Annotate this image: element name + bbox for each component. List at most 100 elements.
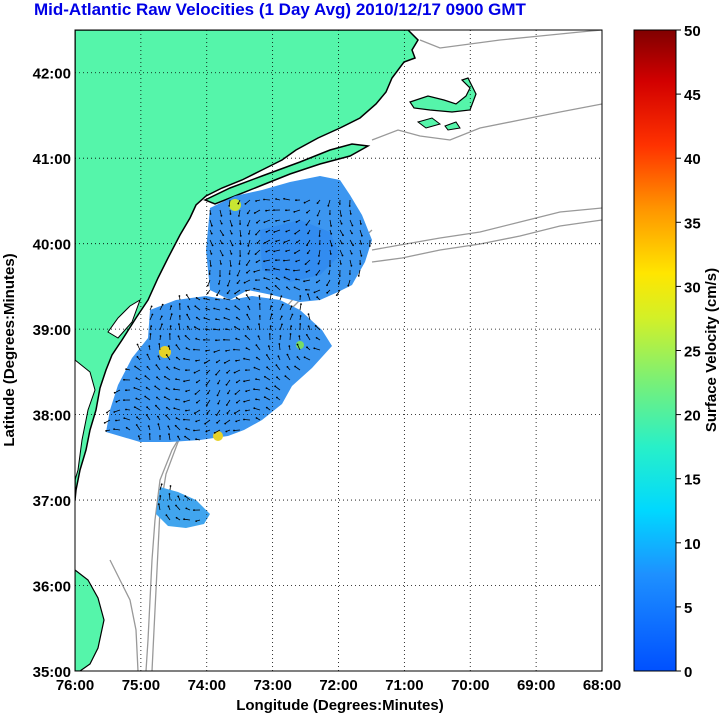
velocity-vector (284, 239, 291, 243)
vector-head (223, 362, 226, 364)
vector-head (263, 221, 266, 224)
vector-head (303, 356, 306, 359)
velocity-vector (254, 269, 261, 273)
vector-head (220, 222, 223, 225)
vector-head (168, 433, 170, 435)
velocity-vector (166, 514, 171, 521)
vector-head (144, 375, 147, 378)
vector-head (239, 223, 242, 225)
vector-head (274, 285, 277, 287)
vector-head (150, 305, 153, 308)
vector-head (329, 213, 331, 215)
vector-head (147, 425, 150, 428)
vector-head (223, 338, 225, 341)
vector-head (255, 344, 258, 347)
vector-head (157, 423, 160, 426)
vector-head (216, 294, 218, 297)
grid-lines (75, 30, 602, 671)
vector-head (304, 263, 307, 265)
vector-head (185, 409, 187, 412)
vector-head (254, 253, 257, 256)
vector-head (136, 356, 139, 358)
velocity-vector (294, 366, 301, 371)
velocity-vector (137, 344, 141, 351)
vector-head (226, 284, 229, 287)
vector-head (148, 433, 151, 435)
vector-head (220, 263, 222, 265)
vector-head (255, 233, 257, 236)
velocity-vector (279, 324, 283, 331)
vector-head (316, 202, 319, 205)
vector-head (135, 397, 138, 400)
lat-tick-label: 39:00 (33, 322, 71, 339)
velocity-vector (304, 199, 311, 204)
vector-head (245, 390, 248, 393)
vector-head (265, 250, 268, 253)
vector-head (228, 273, 231, 275)
vector-head (195, 520, 198, 522)
vector-head (294, 252, 296, 255)
vector-head (279, 335, 282, 337)
vector-head (300, 303, 302, 305)
vector-head (210, 252, 213, 255)
vector-head (256, 242, 259, 244)
chart-title: Mid-Atlantic Raw Velocities (1 Day Avg) … (34, 0, 526, 19)
vector-head (265, 231, 268, 233)
vector-head (133, 406, 136, 408)
vector-head (290, 325, 293, 328)
vector-head (315, 281, 318, 284)
vector-head (205, 430, 208, 433)
vector-head (340, 222, 343, 225)
vector-head (243, 281, 246, 284)
velocity-vector (244, 399, 251, 402)
lat-tick-label: 40:00 (33, 237, 71, 254)
vector-head (163, 396, 166, 398)
vector-head (235, 297, 238, 299)
velocity-vector (339, 229, 344, 236)
vector-head (255, 356, 258, 359)
vector-head (275, 364, 278, 367)
velocity-vector (168, 434, 171, 441)
vector-head (123, 399, 125, 401)
vector-head (186, 325, 189, 328)
velocity-vector (154, 386, 161, 391)
vector-head (246, 224, 249, 227)
vector-head (194, 412, 196, 415)
velocity-vector (285, 375, 291, 381)
velocity-vector (175, 505, 181, 511)
velocity-vector (336, 289, 341, 296)
vector-head (216, 394, 219, 397)
vector-head (211, 224, 213, 227)
vector-head (326, 284, 328, 287)
velocity-vector (349, 219, 353, 226)
velocity-vector (299, 304, 302, 311)
velocity-vector (124, 417, 131, 421)
vector-head (280, 295, 283, 298)
velocity-vector (158, 504, 161, 511)
vector-head (350, 264, 353, 267)
vector-head (175, 504, 177, 507)
vector-head (273, 250, 276, 253)
velocity-vector (229, 259, 232, 266)
vector-head (274, 385, 277, 388)
velocity-vector (316, 269, 321, 276)
vector-head (205, 328, 208, 330)
vector-head (184, 335, 187, 337)
vector-head (231, 224, 233, 227)
vector-head (318, 223, 321, 225)
vector-head (209, 213, 212, 215)
velocity-vector (245, 335, 251, 341)
velocity-vector (254, 388, 261, 391)
velocity-vector (245, 199, 251, 205)
vector-head (235, 359, 238, 362)
velocity-vector (164, 376, 171, 381)
vector-head (247, 244, 250, 247)
velocity-vector (144, 396, 151, 401)
vector-head (290, 305, 293, 308)
velocity-vector (224, 419, 231, 424)
velocity-vector (359, 229, 363, 236)
vector-head (351, 224, 354, 227)
velocity-vector (206, 379, 211, 386)
velocity-vector (216, 409, 221, 416)
velocity-vector (164, 396, 171, 401)
